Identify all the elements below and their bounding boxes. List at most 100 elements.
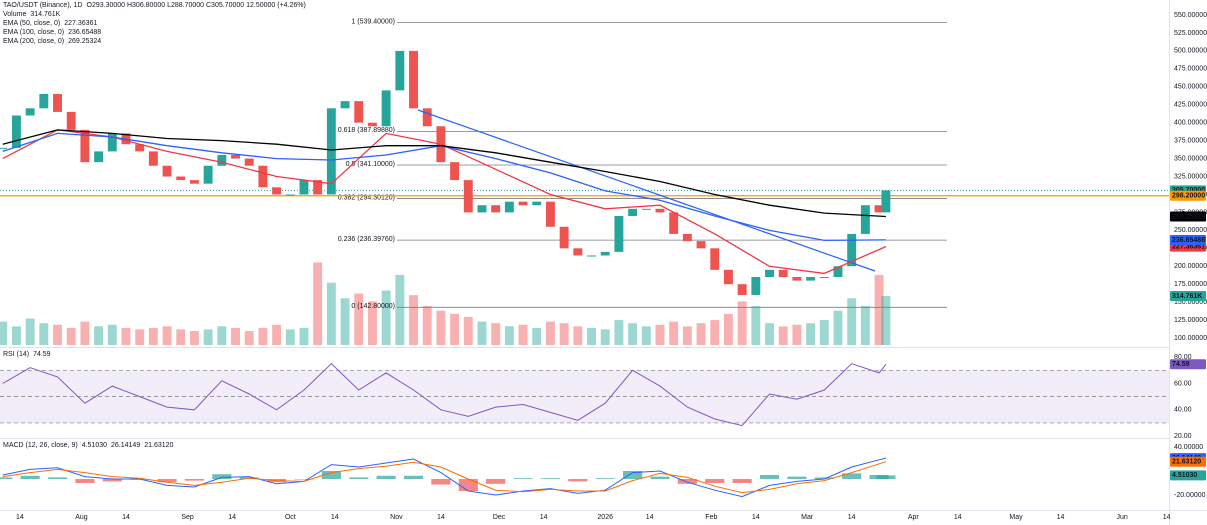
legend-value: 4.51030 bbox=[82, 442, 107, 449]
volume-bar bbox=[751, 306, 761, 345]
candle-body bbox=[66, 111, 76, 130]
macd-histogram-bar bbox=[842, 473, 862, 479]
candle-body bbox=[491, 205, 501, 213]
candle-body bbox=[477, 205, 487, 213]
x-tick-label: 14 bbox=[848, 514, 856, 521]
macd-histogram-bar bbox=[321, 471, 341, 479]
volume-bar bbox=[669, 321, 679, 345]
candle-body bbox=[107, 133, 117, 152]
fib-label: 0 (142.80000) bbox=[351, 303, 395, 310]
candle-body bbox=[409, 50, 418, 109]
candle-body bbox=[53, 93, 62, 112]
volume-bar bbox=[806, 323, 816, 345]
x-tick-label: 14 bbox=[540, 514, 548, 521]
rsi-line bbox=[2, 363, 887, 427]
x-tick-label: Dec bbox=[493, 514, 506, 521]
fib-layer: 1 (539.40000) 0.618 (387.89880) 0.5 (341.1… bbox=[0, 18, 1169, 310]
fib-label: 0.618 (387.89880) bbox=[338, 127, 395, 134]
macd-histogram-bar bbox=[458, 479, 478, 491]
ema-tag-bg bbox=[1170, 211, 1206, 222]
volume-bar bbox=[696, 323, 706, 345]
x-tick-label: 14 bbox=[228, 514, 236, 521]
x-tick-label: 14 bbox=[1057, 514, 1065, 521]
macd-histogram-bar bbox=[759, 475, 780, 479]
candle-body bbox=[723, 269, 733, 285]
candle-body bbox=[422, 108, 432, 127]
y-tick-label: 350.00000 bbox=[1174, 155, 1207, 162]
candle-body bbox=[299, 180, 309, 195]
x-tick-label: 2026 bbox=[597, 514, 613, 521]
volume-bar bbox=[682, 326, 692, 345]
macd-tag: 21.63120 bbox=[1172, 459, 1201, 466]
volume-bar bbox=[559, 323, 569, 345]
candle-body bbox=[450, 162, 460, 181]
volume-bar bbox=[422, 306, 432, 345]
volume-bar bbox=[80, 321, 90, 345]
volume-bar bbox=[272, 324, 282, 345]
volume-bar bbox=[655, 324, 665, 345]
macd-histogram-bar bbox=[876, 475, 896, 479]
volume-bar bbox=[737, 301, 747, 345]
close-tag: 305.70000 bbox=[1172, 187, 1205, 194]
x-tick-label: Nov bbox=[390, 514, 403, 521]
legend-value: 74.59 bbox=[33, 351, 51, 358]
candle-body bbox=[573, 248, 583, 256]
macd-tick-label: 40.00000 bbox=[1174, 444, 1203, 451]
x-tick-label: 14 bbox=[752, 514, 760, 521]
y-tick-label: 475.00000 bbox=[1174, 66, 1207, 73]
x-tick-label: May bbox=[1009, 514, 1023, 521]
x-tick-label: Aug bbox=[75, 514, 88, 521]
volume-bar bbox=[354, 293, 364, 345]
line-layer bbox=[2, 129, 887, 498]
candle-body bbox=[340, 101, 350, 109]
candle-body bbox=[80, 129, 90, 163]
candle-body bbox=[696, 241, 706, 249]
candle-body bbox=[518, 201, 528, 206]
volume-bar bbox=[833, 310, 843, 345]
volume-bar bbox=[176, 329, 186, 345]
macd-histogram-bar bbox=[75, 479, 95, 483]
volume-bar bbox=[244, 330, 254, 345]
ema-line bbox=[2, 129, 887, 275]
candle-body bbox=[587, 255, 596, 257]
candle-body bbox=[682, 233, 692, 242]
volume-bar bbox=[0, 321, 8, 345]
x-tick-label: Feb bbox=[705, 514, 717, 521]
volume-bar bbox=[436, 310, 446, 345]
trend-line bbox=[417, 109, 876, 272]
candle-body bbox=[641, 208, 651, 210]
legend-value: 26.14149 bbox=[111, 442, 140, 449]
macd-histogram-bar bbox=[787, 476, 807, 479]
candle-body bbox=[751, 277, 761, 295]
macd-histogram-bar bbox=[349, 477, 369, 479]
x-tick-label: 14 bbox=[954, 514, 962, 521]
rsi-tick-label: 20.00 bbox=[1174, 433, 1192, 440]
signal-line bbox=[2, 461, 887, 494]
candle-body bbox=[847, 233, 857, 267]
macd-histogram-bar bbox=[184, 479, 205, 481]
volume-bar bbox=[765, 323, 774, 345]
legend-value: 314.761K bbox=[30, 11, 60, 18]
volume-bar bbox=[39, 323, 49, 345]
candle-body bbox=[231, 154, 240, 159]
candle-body bbox=[860, 205, 870, 234]
candle-body bbox=[806, 277, 816, 281]
legend-layer: 305.70000298.20000227.36361236.65488269.… bbox=[3, 2, 1206, 481]
macd-histogram-bar bbox=[47, 477, 68, 479]
legend-value: 236.65488 bbox=[68, 29, 101, 36]
candle-body bbox=[25, 108, 35, 116]
y-tick-label: 250.00000 bbox=[1174, 227, 1207, 234]
volume-bar bbox=[628, 323, 638, 345]
candle-body bbox=[203, 165, 213, 184]
volume-bar bbox=[847, 298, 857, 345]
volume-bar bbox=[477, 321, 487, 345]
legend-value: 21.63120 bbox=[144, 442, 173, 449]
ema-tag: 227.36361 bbox=[1172, 243, 1205, 250]
volume-bar bbox=[53, 324, 62, 345]
macd-tag: 4.51030 bbox=[1172, 472, 1197, 479]
macd-histogram-bar bbox=[0, 477, 13, 479]
legend-name: EMA (100, close, 0) bbox=[3, 29, 64, 36]
volume-bar bbox=[121, 327, 131, 345]
